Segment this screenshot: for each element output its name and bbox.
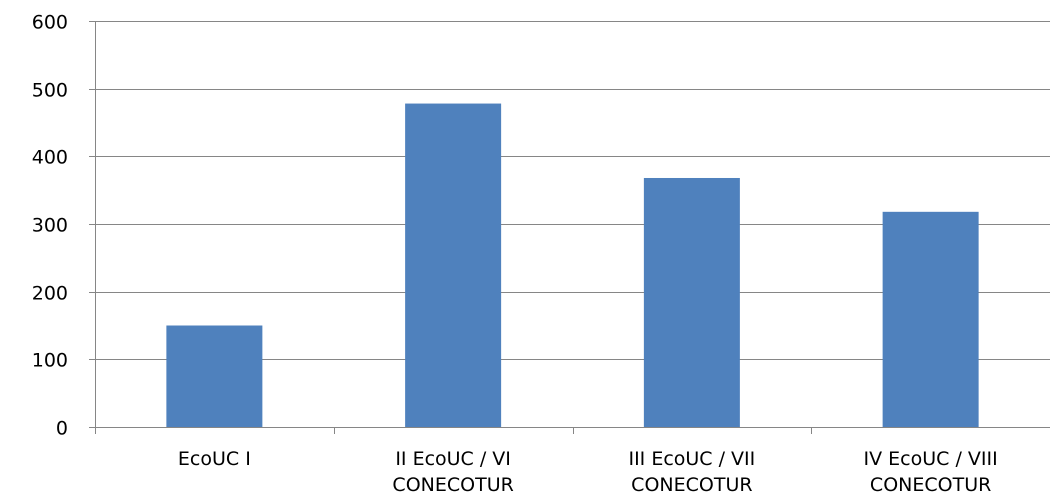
x-category-label: III EcoUC / VII CONECOTUR bbox=[628, 448, 755, 493]
x-category-label: IV EcoUC / VIII CONECOTUR bbox=[864, 448, 998, 493]
axes bbox=[89, 21, 1050, 434]
y-tick-label: 600 bbox=[32, 12, 68, 34]
y-tick-label: 500 bbox=[32, 80, 68, 102]
y-tick-label: 0 bbox=[56, 418, 68, 440]
y-tick-label: 200 bbox=[32, 283, 68, 305]
x-category-label: EcoUC I bbox=[178, 448, 251, 470]
y-tick-label: 100 bbox=[32, 350, 68, 372]
y-tick-label: 400 bbox=[32, 147, 68, 169]
bar-4 bbox=[882, 211, 979, 427]
x-category-labels: EcoUC I II EcoUC / VI CONECOTUR III EcoUC /… bbox=[178, 448, 998, 493]
x-category-label: II EcoUC / VI CONECOTUR bbox=[392, 448, 513, 493]
y-tick-labels: 0 100 200 300 400 500 600 bbox=[32, 12, 68, 440]
y-tick-label: 300 bbox=[32, 215, 68, 237]
bars bbox=[166, 103, 979, 427]
bar-3 bbox=[643, 177, 740, 427]
bar-2 bbox=[405, 103, 502, 427]
bar-1 bbox=[166, 325, 263, 427]
